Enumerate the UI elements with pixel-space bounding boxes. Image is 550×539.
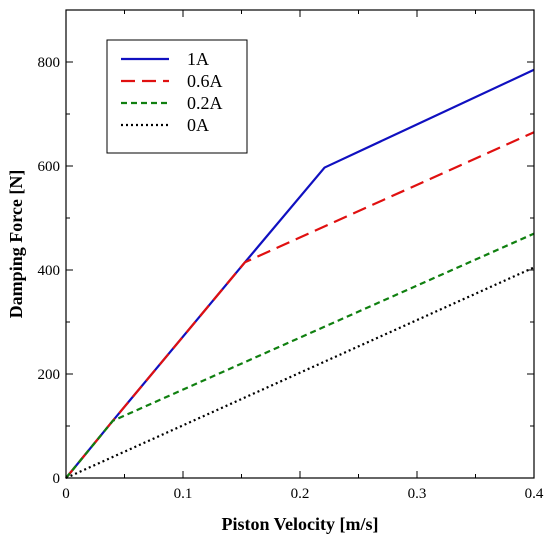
legend-label-0.6A: 0.6A [187, 71, 223, 91]
y-axis-label: Damping Force [N] [6, 170, 26, 319]
series-line-0.2A [65, 232, 535, 479]
series-layer [65, 68, 535, 480]
y-tick-label: 0 [53, 471, 61, 487]
legend-box [106, 39, 248, 154]
y-tick-label: 600 [38, 159, 61, 175]
x-tick-label: 0.4 [525, 486, 544, 502]
x-axis-label: Piston Velocity [m/s] [222, 514, 379, 534]
ticks-layer: 0 0.1 0.2 0.3 0.4 0 200 400 600 800 [38, 10, 544, 502]
y-tick-label: 800 [38, 55, 61, 71]
y-tick-label: 400 [38, 263, 61, 279]
x-tick-label: 0.2 [291, 486, 310, 502]
x-tick-label: 0.1 [174, 486, 193, 502]
legend-label-1A: 1A [187, 49, 209, 69]
x-tick-label: 0.3 [408, 486, 427, 502]
legend-label-0.2A: 0.2A [187, 93, 223, 113]
series-line-0.6A [65, 131, 535, 479]
x-tick-label: 0 [62, 486, 70, 502]
y-tick-label: 200 [38, 367, 61, 383]
series-line-0A [65, 266, 535, 480]
legend-label-0A: 0A [187, 115, 209, 135]
